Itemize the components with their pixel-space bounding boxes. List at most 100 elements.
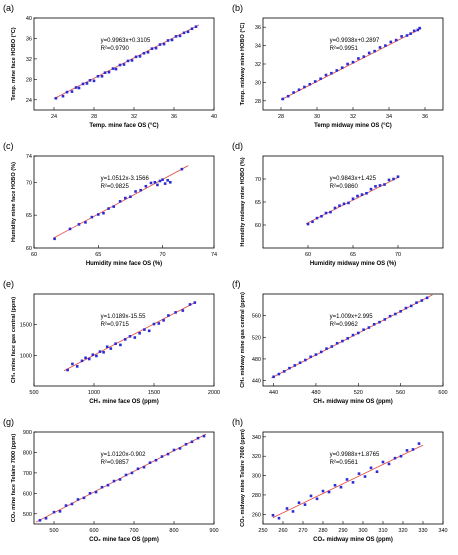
r-squared: R²=0.9951 (330, 46, 359, 52)
fit-line (272, 444, 424, 518)
data-point (292, 91, 295, 94)
data-point (319, 350, 323, 354)
data-point (356, 331, 360, 335)
x-axis-label: CO₂ midway mine OS (ppm) (313, 537, 393, 543)
y-tick-label: 24 (26, 98, 32, 104)
data-point (345, 478, 349, 481)
x-tick-label: 60 (31, 252, 37, 258)
x-tick-label: 34 (386, 114, 392, 120)
panel-label: (g) (3, 417, 14, 427)
data-point (356, 194, 359, 198)
x-tick-label: 330 (418, 528, 427, 534)
data-point (399, 454, 403, 458)
panel-label: (h) (232, 417, 243, 427)
fit-equation: y=0.9988x+1.8765 (330, 452, 380, 458)
y-tick-label: 1500 (20, 323, 32, 329)
data-point (369, 466, 373, 470)
x-tick-label: 900 (209, 528, 218, 534)
data-point (160, 455, 164, 458)
x-tick-label: 600 (438, 390, 447, 396)
data-point (105, 345, 109, 349)
y-tick-label: 65 (26, 213, 32, 219)
data-point (178, 447, 182, 450)
data-point (180, 167, 184, 171)
data-point (119, 343, 122, 347)
r-squared: R²=0.9860 (330, 184, 359, 190)
data-point (387, 178, 391, 182)
fit-equation: y=1.0189x-15.55 (101, 314, 147, 320)
data-point (409, 304, 413, 308)
data-point (346, 62, 349, 66)
data-point (134, 55, 138, 59)
plot-frame (33, 293, 215, 387)
data-point (285, 507, 289, 510)
y-tick-label: 260 (252, 512, 261, 518)
x-tick-label: 65 (95, 252, 101, 258)
data-point (405, 449, 409, 452)
data-point (338, 204, 341, 207)
data-point (114, 342, 117, 345)
data-point (324, 211, 328, 215)
data-point (70, 90, 74, 93)
x-tick-label: 600 (89, 528, 98, 534)
y-axis-label: Humidity mine face HOBO (%) (11, 162, 17, 242)
y-tick-label: 320 (252, 454, 261, 460)
data-point (112, 205, 116, 208)
data-point (71, 362, 74, 366)
data-point (66, 368, 69, 372)
data-point (70, 502, 74, 506)
data-point (53, 237, 56, 241)
y-tick-label: 520 (252, 335, 261, 341)
data-point (118, 478, 122, 481)
fit-equation: y=0.9843x+1.425 (330, 176, 377, 182)
data-point (272, 375, 275, 379)
data-point (320, 214, 323, 218)
data-point (166, 452, 170, 456)
data-point (309, 494, 313, 498)
data-point (85, 82, 89, 85)
data-point (167, 314, 170, 317)
data-point (129, 195, 132, 199)
data-point (277, 372, 281, 376)
data-point (400, 35, 403, 38)
data-point (163, 182, 167, 185)
data-point (112, 479, 116, 483)
y-axis-label: Temp. midway mine HOBO (°C) (240, 23, 246, 106)
data-point (118, 63, 122, 67)
fit-equation: y=0.9963x+0.3105 (101, 38, 151, 44)
data-point (90, 215, 94, 219)
data-point (362, 328, 365, 332)
panel-a: (a) 24 28 32 36 40 24 28 32 36 40 Temp. mine face O… (3, 3, 217, 129)
data-point (118, 200, 122, 203)
x-tick-label: 520 (354, 390, 363, 396)
data-point (341, 339, 344, 343)
plot-frame (33, 431, 215, 525)
data-point (123, 338, 127, 341)
data-point (61, 94, 65, 98)
x-tick-label: 30 (314, 114, 320, 120)
data-point (298, 361, 302, 365)
data-point (158, 43, 162, 46)
plot-frame (262, 293, 444, 387)
y-tick-label: 60 (255, 223, 261, 229)
data-point (157, 322, 161, 325)
data-point (148, 461, 152, 464)
data-point (188, 303, 192, 306)
data-point (122, 63, 126, 66)
data-point (84, 356, 87, 360)
data-point (52, 510, 56, 514)
data-point (106, 483, 110, 487)
panel-b: (b) 28 30 32 34 36 28 30 32 34 36 Temp midway mine … (232, 3, 444, 129)
data-point (308, 82, 312, 86)
data-point (186, 30, 190, 34)
x-tick-label: 36 (422, 114, 428, 120)
data-point (54, 96, 58, 100)
data-point (172, 448, 176, 452)
x-tick-label: 28 (278, 114, 284, 120)
data-point (190, 27, 194, 31)
data-point (76, 498, 80, 501)
data-point (81, 82, 85, 86)
panel-label: (c) (3, 141, 14, 151)
data-point (154, 458, 158, 462)
